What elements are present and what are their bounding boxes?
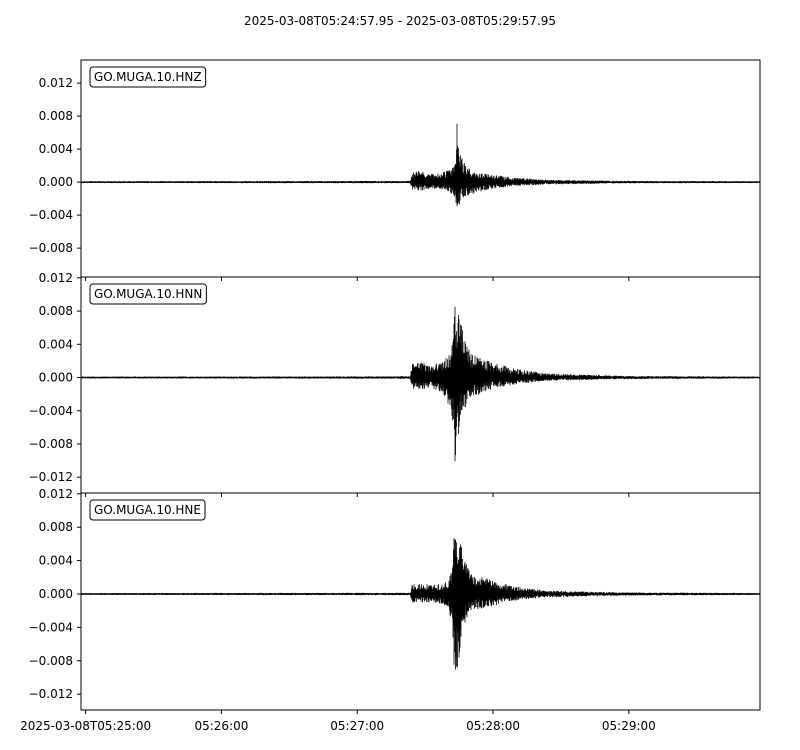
y-tick-label: 0.008 xyxy=(39,304,73,318)
y-tick-label: 0.012 xyxy=(39,271,73,285)
panel-frame xyxy=(80,492,761,711)
panels-layer: 0.012 0.008 0.004 0.000 −0.004 −0.008 GO.MUGA.… xyxy=(20,59,761,733)
y-tick-label: 0.004 xyxy=(39,142,73,156)
x-tick-label: 05:26:00 xyxy=(194,719,248,733)
panel-3: 0.012 0.008 0.004 0.000 −0.004 −0.008 −0.012 20… xyxy=(20,487,761,733)
y-tick-label: −0.004 xyxy=(29,404,73,418)
y-tick-label: −0.012 xyxy=(29,470,73,484)
station-label: GO.MUGA.10.HNE xyxy=(94,503,201,517)
station-label-box xyxy=(89,499,206,521)
y-tick-label: 0.012 xyxy=(39,487,73,501)
y-tick-label: −0.008 xyxy=(29,437,73,451)
y-tick-label: 0.000 xyxy=(39,587,73,601)
y-tick-label: 0.008 xyxy=(39,520,73,534)
station-label-box xyxy=(89,66,207,88)
y-tick-label: −0.008 xyxy=(29,241,73,255)
y-tick-label: 0.000 xyxy=(39,175,73,189)
y-tick-label: −0.008 xyxy=(29,654,73,668)
y-tick-label: −0.004 xyxy=(29,208,73,222)
x-tick-label: 05:29:00 xyxy=(602,719,656,733)
station-label: GO.MUGA.10.HNZ xyxy=(94,70,202,84)
y-tick-label: 0.000 xyxy=(39,371,73,385)
x-tick-label: 05:28:00 xyxy=(466,719,520,733)
y-tick-label: 0.004 xyxy=(39,554,73,568)
y-tick-label: 0.012 xyxy=(39,76,73,90)
y-tick-label: −0.012 xyxy=(29,687,73,701)
station-label-box xyxy=(89,283,207,305)
y-tick-label: 0.004 xyxy=(39,337,73,351)
chart-title: 2025-03-08T05:24:57.95 - 2025-03-08T05:2… xyxy=(244,14,556,28)
y-tick-label: 0.008 xyxy=(39,109,73,123)
x-tick-label: 05:27:00 xyxy=(330,719,384,733)
x-tick-label: 2025-03-08T05:25:00 xyxy=(20,719,151,733)
y-tick-label: −0.004 xyxy=(29,620,73,634)
station-label: GO.MUGA.10.HNN xyxy=(94,287,202,301)
panel-1: 0.012 0.008 0.004 0.000 −0.004 −0.008 GO.MUGA.… xyxy=(29,59,761,281)
panel-2: 0.012 0.008 0.004 0.000 −0.004 −0.008 −0.012 GO… xyxy=(29,271,761,497)
